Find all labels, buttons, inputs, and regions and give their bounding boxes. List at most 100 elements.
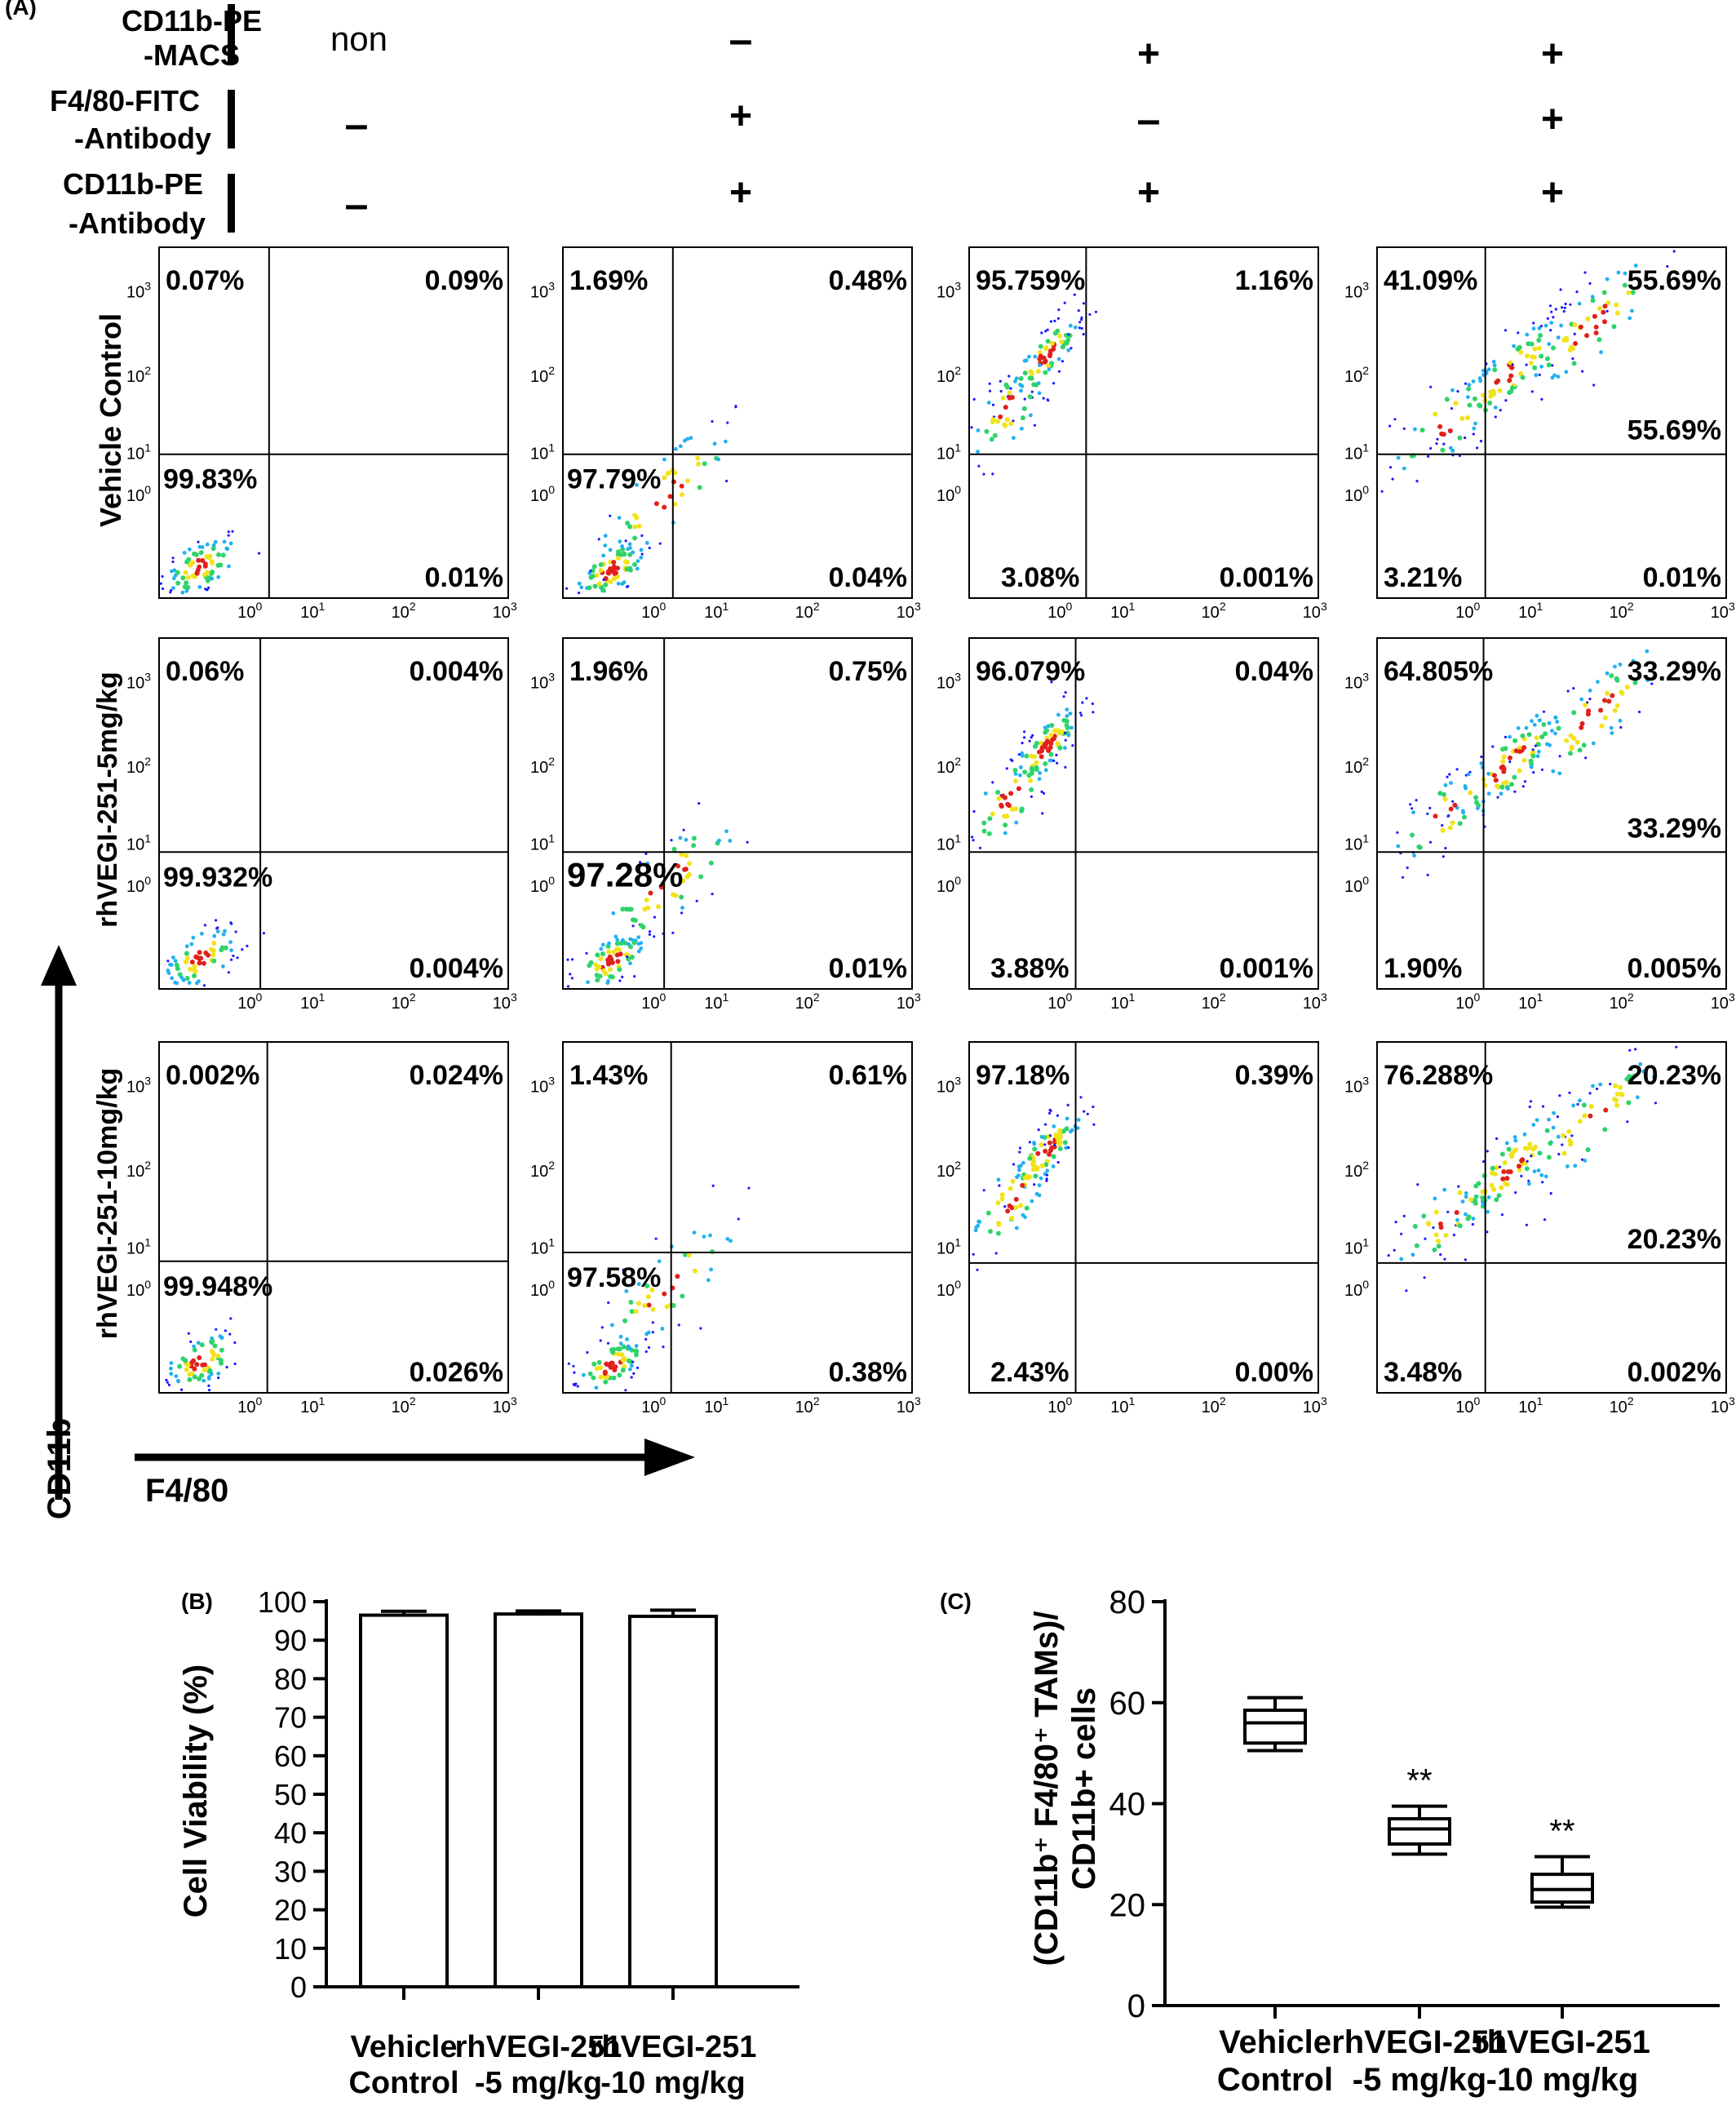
- plot-dot: [1466, 386, 1472, 392]
- plot-dot: [621, 938, 625, 942]
- plot-dot: [184, 951, 189, 956]
- plot-dot: [1442, 1187, 1446, 1192]
- plot-dot: [1550, 310, 1553, 313]
- plot-dot: [1476, 1181, 1481, 1186]
- plot-dot: [192, 1374, 197, 1380]
- plot-dot: [184, 1367, 189, 1372]
- plot-dot: [1614, 1102, 1620, 1108]
- plot-dot: [1010, 1178, 1016, 1184]
- plot-dot: [1018, 1146, 1022, 1150]
- plot-dot: [1039, 1163, 1045, 1168]
- plot-dot: [1009, 395, 1015, 400]
- plot-dot: [609, 960, 615, 965]
- plot-dot: [1034, 760, 1039, 765]
- plot-dot: [228, 940, 232, 944]
- header-row-1-label-line1: CD11b-PE: [122, 4, 262, 38]
- plot-dot: [1380, 490, 1384, 493]
- b-y-tick-label: 50: [274, 1778, 307, 1811]
- plot-dot: [611, 950, 617, 955]
- plot-frame: [1376, 1041, 1727, 1394]
- plot-dot: [1020, 753, 1025, 758]
- plot-dot: [1443, 1257, 1446, 1261]
- plot-dot: [999, 389, 1003, 393]
- x-tick-label: 102: [795, 991, 820, 1013]
- plot-dot: [1032, 1142, 1037, 1146]
- plot-dot: [620, 544, 624, 548]
- plot-dot: [1605, 277, 1610, 281]
- plot-dot: [222, 539, 227, 544]
- plot-dot: [648, 890, 653, 896]
- plot-dot: [1520, 733, 1526, 738]
- plot-dot: [594, 1385, 599, 1390]
- panel-label-a: (A): [5, 0, 37, 20]
- plot-dot: [170, 976, 175, 981]
- f480-axis-label: F4/80: [145, 1473, 228, 1509]
- plot-dot: [1033, 354, 1038, 359]
- plot-dot: [1588, 1092, 1592, 1095]
- quadrant-ll-value: 99.83%: [163, 464, 257, 495]
- plot-dot: [1537, 718, 1542, 723]
- plot-dot: [1522, 1132, 1527, 1137]
- plot-dot: [1456, 390, 1459, 393]
- plot-dot: [1532, 321, 1535, 325]
- b-y-tick-label: 80: [274, 1662, 307, 1696]
- plot-dot: [1050, 737, 1055, 743]
- b-y-tick-label: 0: [290, 1970, 307, 2004]
- plot-dot: [169, 1372, 174, 1376]
- plot-dot: [1609, 725, 1614, 730]
- plot-dot: [978, 846, 982, 849]
- x-tick-label: 103: [493, 991, 517, 1013]
- plot-dot: [624, 1389, 627, 1392]
- plot-dot: [1588, 1104, 1594, 1109]
- plot-dot: [1545, 356, 1550, 361]
- plot-dot: [1003, 405, 1008, 410]
- plot-dot: [1472, 432, 1475, 436]
- plot-dot: [1447, 428, 1453, 433]
- plot-dot: [1508, 1169, 1513, 1175]
- y-tick-label: 103: [126, 671, 151, 693]
- plot-dot: [651, 1321, 654, 1324]
- plot-dot: [1487, 400, 1493, 406]
- plot-dot: [1032, 1146, 1038, 1152]
- plot-dot: [1511, 363, 1514, 366]
- plot-dot: [1029, 765, 1034, 771]
- quadrant-ur-value: 0.61%: [829, 1060, 907, 1091]
- plot-dot: [613, 934, 618, 939]
- plot-dot: [1532, 722, 1537, 727]
- plot-dot: [972, 1252, 975, 1256]
- plot-dot: [174, 1374, 179, 1378]
- plot-dot: [586, 1350, 589, 1354]
- plot-dot: [1038, 740, 1044, 746]
- plot-dot: [636, 1282, 641, 1287]
- header-row-2-bar: [228, 90, 235, 149]
- quadrant-lr-value: 0.01%: [425, 562, 503, 593]
- plot-dot: [1575, 290, 1579, 294]
- plot-dot: [1029, 787, 1034, 792]
- plot-dot: [167, 1383, 170, 1386]
- plot-dot: [660, 1327, 665, 1331]
- plot-dot: [747, 1186, 751, 1190]
- x-tick-label: 102: [1202, 600, 1226, 622]
- header-row-2-sign-col1: –: [345, 101, 369, 149]
- plot-dot: [631, 940, 637, 946]
- plot-dot: [1491, 1186, 1497, 1192]
- plot-dot: [1517, 768, 1522, 774]
- plot-dot: [1023, 736, 1026, 739]
- plot-dot: [1535, 754, 1540, 759]
- plot-dot: [1033, 743, 1038, 749]
- plot-dot: [1009, 1216, 1015, 1221]
- plot-dot: [609, 974, 615, 980]
- y-tick-label: 102: [530, 755, 555, 777]
- plot-dots: [165, 1317, 237, 1392]
- plot-dot: [1497, 388, 1503, 393]
- plot-dot: [1622, 282, 1628, 288]
- plot-dot: [1031, 1163, 1036, 1168]
- plot-dot: [1410, 832, 1415, 838]
- c-category-label-line2: Control: [1217, 2062, 1333, 2098]
- x-tick-label: 100: [1455, 1394, 1480, 1416]
- plot-dot: [1609, 673, 1614, 679]
- plot-dot: [678, 444, 683, 449]
- plot-dot: [206, 1376, 211, 1381]
- plot-dot: [1532, 365, 1538, 370]
- plot-dot: [1019, 808, 1025, 813]
